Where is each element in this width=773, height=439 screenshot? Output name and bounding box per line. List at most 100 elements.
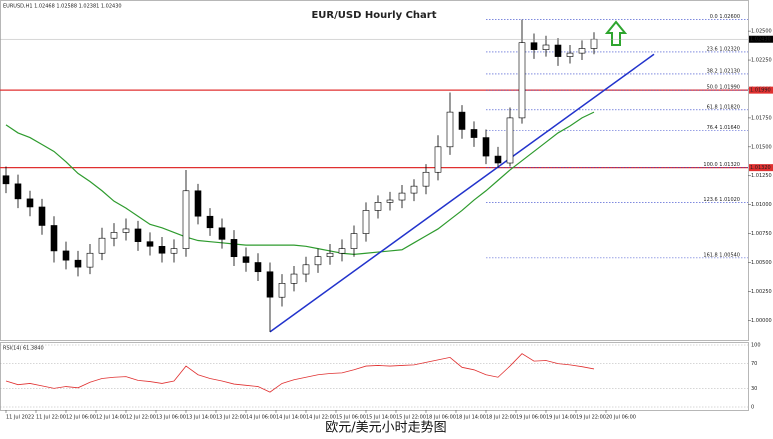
fib-label: 100.0 1.01320	[703, 162, 740, 168]
x-tick-label: 12 Jul 14:00	[96, 415, 126, 421]
candle-body	[530, 42, 538, 50]
rsi-panel	[0, 342, 749, 411]
candle-body	[158, 245, 166, 254]
x-tick-label: 14 Jul 14:00	[276, 415, 306, 421]
candle-body	[86, 252, 94, 268]
x-tick-label: 13 Jul 06:00	[156, 415, 186, 421]
candle-body	[182, 190, 190, 249]
last-price-label: 1.02430	[750, 37, 771, 43]
candle-body	[62, 250, 70, 261]
candle-body	[122, 228, 130, 233]
candle-body	[566, 52, 574, 57]
x-tick-label: 12 Jul 22:00	[126, 415, 156, 421]
x-tick-label: 14 Jul 06:00	[246, 415, 276, 421]
x-tick-label: 19 Jul 06:00	[516, 415, 546, 421]
candle-body	[2, 175, 10, 185]
x-tick-label: 20 Jul 06:00	[606, 415, 636, 421]
candle-body	[26, 198, 34, 208]
y-tick-label: 1.02500	[751, 29, 772, 35]
fib-label: 76.4 1.01640	[707, 125, 740, 131]
candle-body	[218, 227, 226, 240]
x-tick-label: 18 Jul 14:00	[456, 415, 486, 421]
candle-body	[518, 42, 526, 119]
x-tick-label: 14 Jul 22:00	[306, 415, 336, 421]
candle-body	[38, 206, 46, 226]
trend-line	[269, 53, 655, 333]
x-tick-label: 12 Jul 06:00	[66, 415, 96, 421]
y-tick-label: 1.01250	[751, 173, 772, 179]
candle-body	[482, 137, 490, 157]
candle-body	[362, 210, 370, 234]
rsi-title: RSI(14) 61.3840	[3, 346, 44, 352]
candle-body	[458, 111, 466, 130]
candle-body	[170, 248, 178, 254]
level-label-box	[749, 164, 773, 172]
candle-body	[98, 237, 106, 254]
candle-body	[50, 225, 58, 252]
caption: 欧元/美元小时走势图	[325, 420, 446, 436]
x-tick-label: 18 Jul 22:00	[486, 415, 516, 421]
candle-body	[506, 117, 514, 164]
fib-label: 61.8 1.01820	[707, 104, 740, 110]
candle-body	[422, 171, 430, 187]
y-tick-label: 1.00000	[751, 318, 772, 324]
candle-body	[266, 271, 274, 298]
candle-body	[110, 232, 118, 239]
candle-body	[374, 202, 382, 211]
x-tick-label: 15 Jul 14:00	[366, 415, 396, 421]
fib-label: 161.8 1.00540	[703, 252, 740, 258]
candle-body	[134, 228, 142, 242]
candle-body	[254, 262, 262, 273]
level-label-box	[749, 86, 773, 94]
chart-title: EUR/USD Hourly Chart	[311, 10, 436, 21]
candle-body	[302, 264, 310, 275]
candle-body	[590, 38, 598, 49]
y-tick-label: 1.01500	[751, 144, 772, 150]
moving-average	[5, 111, 595, 255]
y-tick-label: 1.02250	[751, 58, 772, 64]
x-tick-label: 13 Jul 14:00	[186, 415, 216, 421]
candle-body	[398, 192, 406, 201]
candle-body	[578, 48, 586, 54]
rsi-tick-label: 30	[751, 386, 757, 392]
x-tick-label: 19 Jul 14:00	[546, 415, 576, 421]
last-price-box	[749, 35, 773, 43]
x-tick-label: 18 Jul 06:00	[426, 415, 456, 421]
chart-header: EURUSD,H1 1.02468 1.02588 1.02381 1.0243…	[3, 4, 122, 10]
up-arrow	[604, 20, 628, 46]
main-panel	[0, 0, 749, 341]
candle-body	[230, 239, 238, 258]
candle-body	[194, 190, 202, 217]
fib-label: 38.2 1.02130	[707, 68, 740, 74]
candle-body	[242, 256, 250, 263]
candle-body	[338, 248, 346, 254]
rsi-tick-label: 100	[751, 343, 761, 349]
x-tick-label: 19 Jul 22:00	[576, 415, 606, 421]
fib-label: 123.6 1.01020	[703, 197, 740, 203]
candle-body	[314, 256, 322, 266]
level-label: 1.01320	[750, 165, 771, 171]
rsi-line	[5, 353, 595, 393]
y-tick-label: 1.00500	[751, 260, 772, 266]
candle-body	[350, 233, 358, 249]
y-tick-label: 1.01750	[751, 115, 772, 121]
candle-body	[14, 183, 22, 200]
candle-body	[386, 199, 394, 203]
candle-body	[206, 215, 214, 229]
candle-body	[554, 44, 562, 57]
candle-body	[410, 185, 418, 194]
candle-body	[494, 155, 502, 164]
candle-body	[278, 283, 286, 298]
fib-label: 23.6 1.02320	[707, 46, 740, 52]
candle-body	[446, 111, 454, 148]
level-label: 1.01990	[750, 88, 771, 94]
rsi-tick-label: 70	[751, 361, 757, 367]
x-tick-label: 11 Jul 2022	[6, 415, 34, 421]
fib-label: 0.0 1.02600	[710, 14, 740, 20]
y-tick-label: 1.00250	[751, 289, 772, 295]
candle-body	[470, 129, 478, 138]
candle-body	[542, 44, 550, 50]
y-tick-label: 1.01000	[751, 202, 772, 208]
